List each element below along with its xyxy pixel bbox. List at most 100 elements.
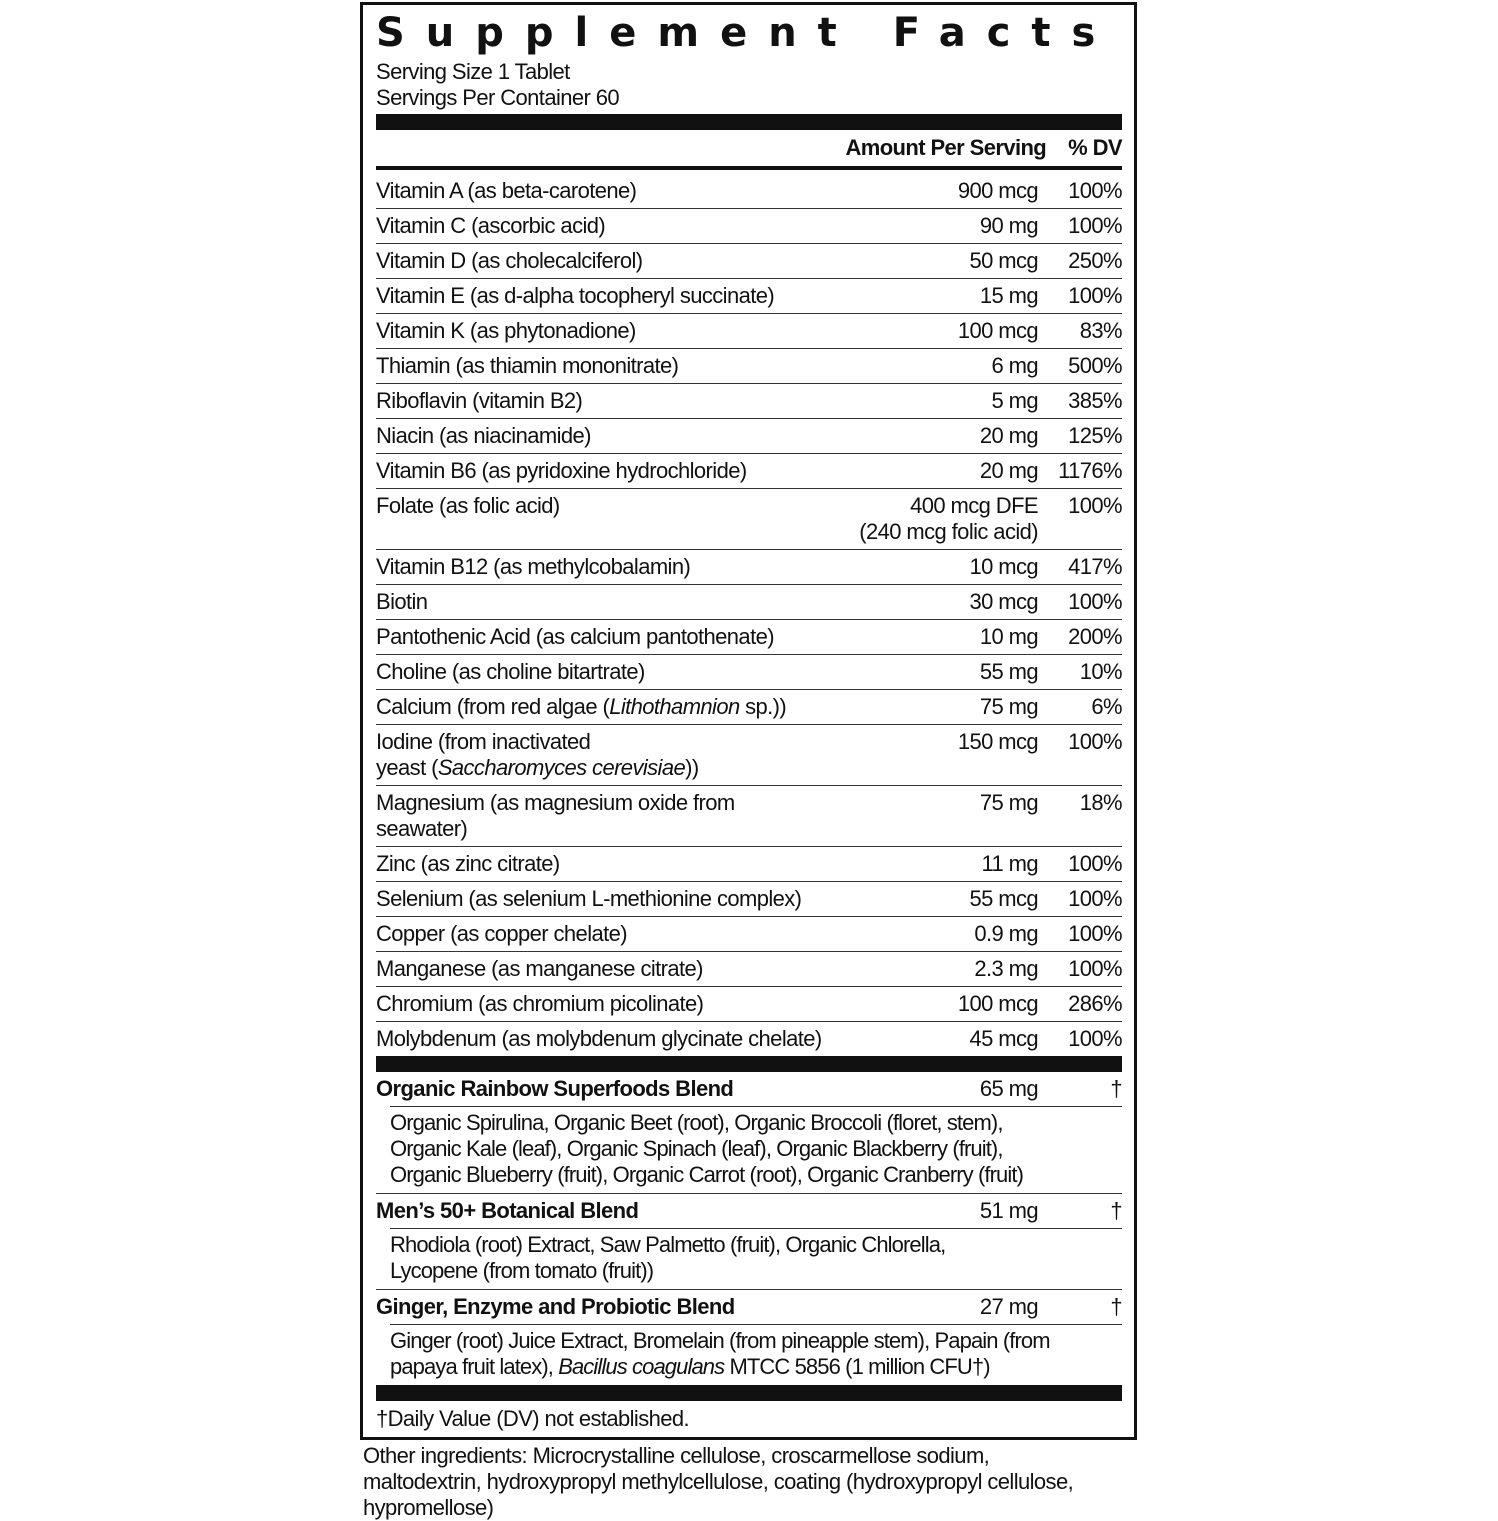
nutrient-name: Folate (as folic acid) (376, 493, 828, 545)
text-segment: Ginger (root) Juice Extract, Bromelain (… (390, 1328, 1051, 1353)
nutrient-amount: 100 mcg (828, 318, 1039, 344)
nutrient-name: Vitamin E (as d-alpha tocopheryl succina… (376, 283, 828, 309)
blend-name: Men’s 50+ Botanical Blend (376, 1198, 639, 1223)
nutrient-row: Vitamin K (as phytonadione) 100 mcg 83% (376, 314, 1123, 349)
text-segment: Zinc (as zinc citrate) (376, 851, 560, 876)
text-segment: Vitamin D (as cholecalciferol) (376, 248, 643, 273)
text-segment: Molybdenum (as molybdenum glycinate chel… (376, 1026, 822, 1051)
column-header: Amount Per Serving % DV (376, 130, 1122, 166)
text-segment: sp.)) (739, 694, 787, 719)
amount-text: 15 mg (979, 283, 1039, 308)
text-segment: Organic Kale (leaf), Organic Spinach (le… (390, 1136, 1003, 1161)
blend-list: Organic Rainbow Superfoods Blend 65 mg † Or… (376, 1072, 1123, 1385)
nutrient-name: Molybdenum (as molybdenum glycinate chel… (376, 1026, 828, 1052)
text-segment: Riboflavin (vitamin B2) (376, 388, 583, 413)
amount-text: 90 mg (979, 213, 1039, 238)
nutrient-amount: 100 mcg (828, 991, 1039, 1017)
nutrient-amount: 150 mcg (828, 729, 1039, 781)
nutrient-dv: 100% (1068, 886, 1122, 911)
amount-text: 75 mg (979, 694, 1039, 719)
italic-text: Lithothamnion (609, 694, 740, 719)
nutrient-row: Choline (as choline bitartrate) 55 mg 10% (376, 655, 1123, 690)
nutrient-row: Biotin 30 mcg 100% (376, 585, 1123, 620)
nutrient-amount: 30 mcg (828, 589, 1038, 615)
text-segment: Vitamin K (as phytonadione) (376, 318, 636, 343)
blend-ingredients: Rhodiola (root) Extract, Saw Palmetto (f… (390, 1228, 1122, 1289)
nutrient-dv: 250% (1068, 248, 1122, 273)
nutrient-amount: 10 mg (828, 624, 1039, 650)
nutrient-amount: 75 mg (828, 694, 1039, 720)
nutrient-name: Thiamin (as thiamin mononitrate) (376, 353, 828, 379)
blend-ingredients: Ginger (root) Juice Extract, Bromelain (… (390, 1324, 1122, 1385)
nutrient-name: Magnesium (as magnesium oxide from seawa… (376, 790, 828, 842)
nutrient-dv: 286% (1068, 991, 1122, 1016)
nutrient-amount: 10 mcg (828, 554, 1038, 580)
blend-amount: 65 mg (979, 1076, 1039, 1101)
text-segment: )) (685, 755, 699, 780)
nutrient-name: Pantothenic Acid (as calcium pantothenat… (376, 624, 828, 650)
nutrient-amount: 45 mcg (828, 1026, 1038, 1052)
nutrient-dv: 83% (1079, 318, 1123, 343)
amount-text: 75 mg (979, 790, 1039, 815)
nutrient-name: Biotin (376, 589, 828, 615)
nutrient-row: Vitamin A (as beta-carotene) 900 mcg 100% (376, 174, 1123, 209)
nutrient-row: Riboflavin (vitamin B2) 5 mg 385% (376, 384, 1123, 419)
text-segment: Vitamin E (as d-alpha tocopheryl succina… (376, 283, 775, 308)
nutrient-amount: 6 mg (828, 353, 1038, 379)
nutrient-row: Copper (as copper chelate) 0.9 mg 100% (376, 917, 1123, 952)
blend-name: Ginger, Enzyme and Probiotic Blend (376, 1294, 735, 1319)
italic-text: Bacillus coagulans (558, 1354, 725, 1379)
text-segment: MTCC 5856 (1 million CFU†) (724, 1354, 990, 1379)
text-segment: Choline (as choline bitartrate) (376, 659, 645, 684)
nutrient-table: Vitamin A (as beta-carotene) 900 mcg 100% V… (376, 174, 1123, 1056)
blend-dv: † (1110, 1076, 1122, 1101)
nutrient-name: Vitamin K (as phytonadione) (376, 318, 828, 344)
nutrient-row: Magnesium (as magnesium oxide from seawa… (376, 786, 1123, 847)
nutrient-row: Folate (as folic acid) 400 mcg DFE (240 mc… (376, 489, 1123, 550)
nutrient-name: Vitamin B6 (as pyridoxine hydrochloride) (376, 458, 828, 484)
nutrient-name: Vitamin C (ascorbic acid) (376, 213, 828, 239)
supplement-facts-panel: Supplement Facts Serving Size 1 Tablet S… (360, 2, 1137, 1440)
nutrient-dv: 385% (1068, 388, 1122, 413)
dv-header: % DV (1068, 135, 1122, 160)
thick-divider (376, 1385, 1122, 1401)
amount-text: 10 mcg (969, 554, 1038, 579)
italic-text: Saccharomyces cerevisiae (437, 755, 686, 780)
nutrient-row: Vitamin D (as cholecalciferol) 50 mcg 250% (376, 244, 1123, 279)
text-segment: yeast ( (376, 755, 438, 780)
nutrient-row: Pantothenic Acid (as calcium pantothenat… (376, 620, 1123, 655)
nutrient-name: Calcium (from red algae (Lithothamnion s… (376, 694, 828, 720)
thick-divider (376, 114, 1122, 130)
nutrient-row: Molybdenum (as molybdenum glycinate chel… (376, 1022, 1123, 1056)
nutrient-amount: 0.9 mg (828, 921, 1038, 947)
nutrient-row: Zinc (as zinc citrate) 11 mg 100% (376, 847, 1123, 882)
blend-row: Organic Rainbow Superfoods Blend 65 mg † (376, 1072, 1123, 1106)
amount-text: 30 mcg (969, 589, 1038, 614)
nutrient-dv: 100% (1068, 283, 1122, 308)
text-segment: Vitamin A (as beta-carotene) (376, 178, 637, 203)
amount-text: 55 mcg (969, 886, 1038, 911)
text-segment: Selenium (as selenium L-methionine compl… (376, 886, 802, 911)
blend-dv: † (1110, 1294, 1122, 1319)
blend-section: Men’s 50+ Botanical Blend 51 mg † Rhodiola … (376, 1193, 1123, 1289)
text-segment: Niacin (as niacinamide) (376, 423, 591, 448)
text-segment: Biotin (376, 589, 428, 614)
amount-text: 6 mg (991, 353, 1038, 378)
nutrient-row: Vitamin B12 (as methylcobalamin) 10 mcg 41… (376, 550, 1123, 585)
text-segment: Rhodiola (root) Extract, Saw Palmetto (f… (390, 1232, 946, 1257)
text-segment: Magnesium (as magnesium oxide from seawa… (376, 790, 735, 841)
text-segment: Vitamin C (ascorbic acid) (376, 213, 606, 238)
nutrient-dv: 125% (1068, 423, 1122, 448)
nutrient-name: Manganese (as manganese citrate) (376, 956, 828, 982)
nutrient-row: Vitamin C (ascorbic acid) 90 mg 100% (376, 209, 1123, 244)
nutrient-amount: 5 mg (828, 388, 1038, 414)
nutrient-dv: 100% (1068, 851, 1122, 876)
nutrient-amount: 11 mg (828, 851, 1038, 877)
nutrient-name: Selenium (as selenium L-methionine compl… (376, 886, 828, 912)
text-segment: Chromium (as chromium picolinate) (376, 991, 704, 1016)
amount-text: 5 mg (991, 388, 1038, 413)
amount-text: 55 mg (979, 659, 1039, 684)
text-segment: Organic Blueberry (fruit), Organic Carro… (390, 1162, 1024, 1187)
text-segment: Pantothenic Acid (as calcium pantothenat… (376, 624, 775, 649)
amount-text: 10 mg (979, 624, 1039, 649)
